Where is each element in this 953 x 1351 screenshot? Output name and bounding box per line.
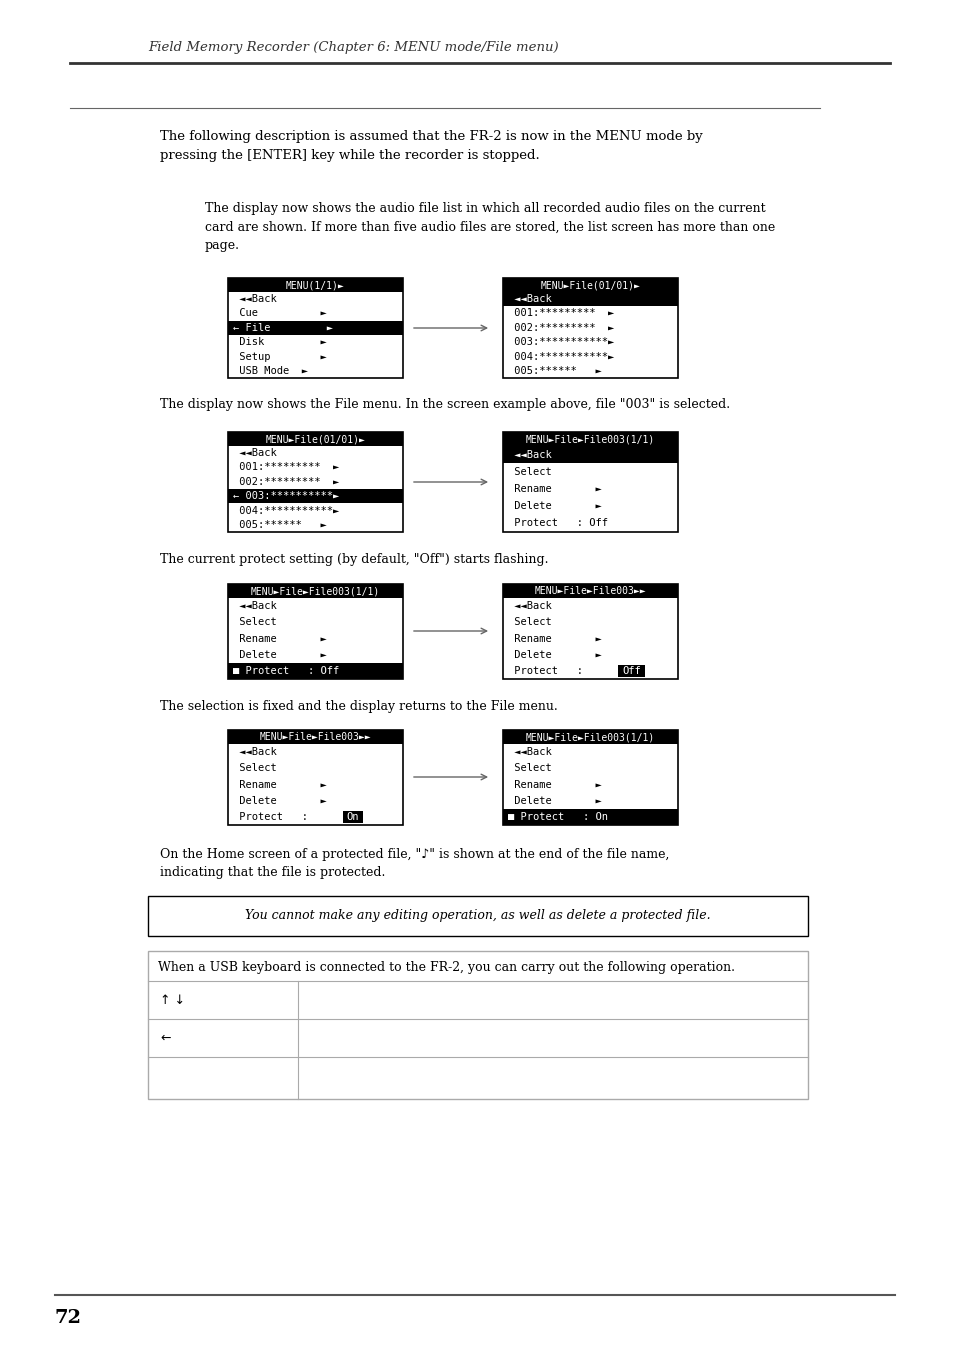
Bar	[343, 811, 363, 823]
Bar	[228, 278, 402, 378]
Text: Delete       ►: Delete ►	[507, 650, 601, 659]
Text: Delete       ►: Delete ►	[233, 650, 327, 659]
Text: 004:***********►: 004:***********►	[507, 351, 614, 362]
Text: When a USB keyboard is connected to the FR-2, you can carry out the following op: When a USB keyboard is connected to the …	[158, 961, 734, 974]
Text: MENU►File►File003(1/1): MENU►File►File003(1/1)	[525, 732, 655, 742]
Text: Select: Select	[233, 617, 276, 627]
Text: The selection is fixed and the display returns to the File menu.: The selection is fixed and the display r…	[160, 700, 558, 713]
Bar	[228, 730, 402, 825]
Text: ◄◄Back: ◄◄Back	[507, 450, 551, 459]
Bar	[228, 663, 402, 680]
Text: ◄◄Back: ◄◄Back	[507, 601, 551, 611]
Text: ◄◄Back: ◄◄Back	[507, 747, 551, 757]
Text: Off: Off	[621, 666, 640, 676]
Text: ◄◄Back: ◄◄Back	[233, 747, 276, 757]
Text: Protect   :: Protect :	[233, 812, 339, 821]
Text: ■ Protect   : Off: ■ Protect : Off	[233, 666, 339, 676]
Text: Select: Select	[507, 763, 551, 773]
Text: ◄◄Back: ◄◄Back	[233, 295, 276, 304]
Text: Select: Select	[233, 763, 276, 773]
Text: ←: ←	[160, 1032, 171, 1044]
Text: MENU►File(01/01)►: MENU►File(01/01)►	[265, 434, 365, 444]
Text: ↑ ↓: ↑ ↓	[160, 993, 185, 1006]
Bar	[502, 432, 678, 446]
Bar	[502, 730, 678, 744]
Bar	[228, 432, 402, 446]
Bar	[228, 584, 402, 680]
Text: 001:*********  ►: 001:********* ►	[507, 308, 614, 319]
Bar	[228, 489, 402, 504]
Bar	[502, 730, 678, 825]
Text: ← 003:**********►: ← 003:**********►	[233, 492, 339, 501]
Text: The current protect setting (by default, "Off") starts flashing.: The current protect setting (by default,…	[160, 553, 548, 566]
Text: MENU►File►File003►►: MENU►File►File003►►	[259, 732, 371, 742]
Text: MENU►File(01/01)►: MENU►File(01/01)►	[540, 280, 639, 290]
Text: Disk         ►: Disk ►	[233, 338, 327, 347]
Text: Field Memory Recorder (Chapter 6: MENU mode/File menu): Field Memory Recorder (Chapter 6: MENU m…	[148, 42, 558, 54]
Bar	[502, 292, 678, 307]
Text: USB Mode  ►: USB Mode ►	[233, 366, 308, 376]
Text: MENU►File►File003(1/1): MENU►File►File003(1/1)	[251, 586, 379, 596]
Text: Setup        ►: Setup ►	[233, 351, 327, 362]
Text: 001:*********  ►: 001:********* ►	[233, 462, 339, 473]
Bar	[502, 446, 678, 463]
Bar	[502, 809, 678, 825]
Text: 004:***********►: 004:***********►	[233, 505, 339, 516]
Text: ◄◄Back: ◄◄Back	[233, 601, 276, 611]
Bar	[228, 432, 402, 532]
Bar	[228, 584, 402, 598]
Text: The following description is assumed that the FR-2 is now in the MENU mode by
pr: The following description is assumed tha…	[160, 130, 702, 162]
Bar	[502, 584, 678, 598]
Bar	[228, 320, 402, 335]
Bar	[228, 278, 402, 292]
Bar	[148, 951, 807, 1098]
Text: 005:******   ►: 005:****** ►	[233, 520, 327, 530]
Bar	[618, 665, 644, 677]
Bar	[502, 278, 678, 292]
Text: 005:******   ►: 005:****** ►	[507, 366, 601, 376]
Bar	[502, 584, 678, 680]
Text: 003:***********►: 003:***********►	[507, 338, 614, 347]
Text: Delete       ►: Delete ►	[507, 501, 601, 511]
Text: 002:*********  ►: 002:********* ►	[233, 477, 339, 486]
Text: Rename       ►: Rename ►	[233, 780, 327, 789]
Text: Protect   : Off: Protect : Off	[507, 519, 607, 528]
Text: Select: Select	[507, 617, 551, 627]
Bar	[148, 896, 807, 936]
Text: ■ Protect   : On: ■ Protect : On	[507, 812, 607, 821]
Text: Protect   :: Protect :	[507, 666, 614, 676]
Bar	[502, 432, 678, 532]
Text: The display now shows the File menu. In the screen example above, file "003" is : The display now shows the File menu. In …	[160, 399, 729, 411]
Text: Rename       ►: Rename ►	[507, 634, 601, 643]
Text: On the Home screen of a protected file, "♪" is shown at the end of the file name: On the Home screen of a protected file, …	[160, 848, 669, 861]
Text: Delete       ►: Delete ►	[507, 796, 601, 805]
Text: 72: 72	[55, 1309, 82, 1327]
Bar	[228, 730, 402, 744]
Text: You cannot make any editing operation, as well as delete a protected file.: You cannot make any editing operation, a…	[245, 909, 710, 923]
Text: MENU(1/1)►: MENU(1/1)►	[286, 280, 345, 290]
Text: indicating that the file is protected.: indicating that the file is protected.	[160, 866, 385, 880]
Text: On: On	[346, 812, 359, 821]
Text: Delete       ►: Delete ►	[233, 796, 327, 805]
Text: ◄◄Back: ◄◄Back	[507, 295, 551, 304]
Text: MENU►File►File003(1/1): MENU►File►File003(1/1)	[525, 434, 655, 444]
Text: Select: Select	[507, 467, 551, 477]
Text: MENU►File►File003►►: MENU►File►File003►►	[534, 586, 645, 596]
Text: ← File         ►: ← File ►	[233, 323, 333, 332]
Text: The display now shows the audio file list in which all recorded audio files on t: The display now shows the audio file lis…	[205, 203, 775, 253]
Text: Rename       ►: Rename ►	[233, 634, 327, 643]
Text: 002:*********  ►: 002:********* ►	[507, 323, 614, 332]
Text: Rename       ►: Rename ►	[507, 484, 601, 494]
Text: Cue          ►: Cue ►	[233, 308, 327, 319]
Text: ◄◄Back: ◄◄Back	[233, 449, 276, 458]
Bar	[502, 278, 678, 378]
Text: Rename       ►: Rename ►	[507, 780, 601, 789]
